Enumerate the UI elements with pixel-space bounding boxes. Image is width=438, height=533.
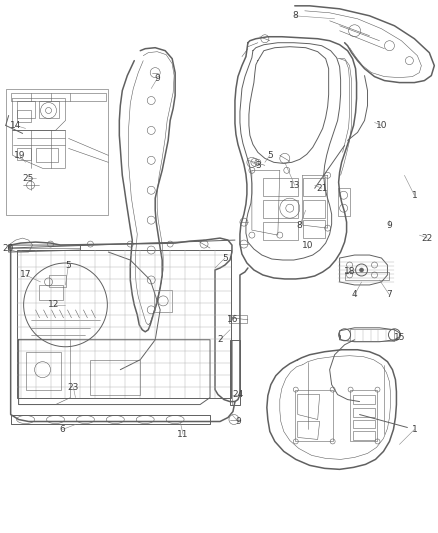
Bar bbox=[17, 110, 31, 123]
Text: 5: 5 bbox=[66, 261, 71, 270]
Text: 2: 2 bbox=[217, 335, 223, 344]
Text: 4: 4 bbox=[352, 290, 357, 300]
Text: 12: 12 bbox=[48, 301, 59, 309]
Text: 25: 25 bbox=[22, 174, 33, 183]
Text: 9: 9 bbox=[387, 221, 392, 230]
Bar bbox=[90, 360, 140, 394]
Bar bbox=[263, 200, 298, 218]
Text: 10: 10 bbox=[302, 240, 314, 249]
Bar bbox=[229, 315, 247, 323]
Text: 10: 10 bbox=[376, 121, 387, 130]
Text: 9: 9 bbox=[235, 417, 241, 426]
Bar bbox=[17, 250, 231, 398]
Text: 14: 14 bbox=[10, 121, 21, 130]
Text: 17: 17 bbox=[20, 270, 32, 279]
Text: 20: 20 bbox=[2, 244, 14, 253]
Text: 3: 3 bbox=[255, 161, 261, 170]
Text: 8: 8 bbox=[292, 11, 298, 20]
Bar bbox=[17, 101, 35, 118]
Bar bbox=[49, 275, 67, 287]
Text: 7: 7 bbox=[387, 290, 392, 300]
Bar bbox=[338, 188, 350, 216]
Bar bbox=[303, 200, 325, 218]
Text: 5: 5 bbox=[267, 151, 273, 160]
Text: 22: 22 bbox=[422, 233, 433, 243]
Bar bbox=[39, 101, 59, 118]
Bar bbox=[350, 329, 395, 341]
Text: 9: 9 bbox=[154, 74, 160, 83]
Bar bbox=[17, 148, 31, 160]
Bar bbox=[154, 290, 172, 312]
Bar bbox=[353, 408, 374, 416]
Circle shape bbox=[360, 268, 364, 272]
Bar bbox=[35, 148, 57, 163]
Bar bbox=[295, 390, 332, 441]
Bar bbox=[6, 88, 108, 215]
Text: 5: 5 bbox=[222, 254, 228, 263]
Text: 11: 11 bbox=[177, 430, 189, 439]
Text: 16: 16 bbox=[227, 316, 239, 324]
Bar bbox=[25, 352, 60, 390]
Text: 13: 13 bbox=[289, 181, 300, 190]
Text: 23: 23 bbox=[68, 383, 79, 392]
Bar bbox=[230, 340, 240, 405]
Bar bbox=[353, 432, 374, 440]
Text: 19: 19 bbox=[14, 151, 25, 160]
Bar bbox=[263, 178, 298, 196]
Bar bbox=[263, 222, 298, 240]
Bar bbox=[39, 285, 64, 300]
Bar bbox=[303, 220, 325, 238]
Bar bbox=[11, 93, 106, 101]
Bar bbox=[303, 178, 325, 196]
Text: 1: 1 bbox=[412, 191, 417, 200]
Bar bbox=[350, 390, 378, 441]
Bar bbox=[353, 419, 374, 429]
Text: 18: 18 bbox=[344, 268, 355, 277]
Text: 6: 6 bbox=[60, 425, 65, 434]
Text: 15: 15 bbox=[394, 333, 405, 342]
Bar bbox=[353, 394, 374, 403]
Text: 24: 24 bbox=[232, 390, 244, 399]
Text: 1: 1 bbox=[412, 425, 417, 434]
Text: 21: 21 bbox=[316, 184, 327, 193]
Text: 8: 8 bbox=[297, 221, 303, 230]
